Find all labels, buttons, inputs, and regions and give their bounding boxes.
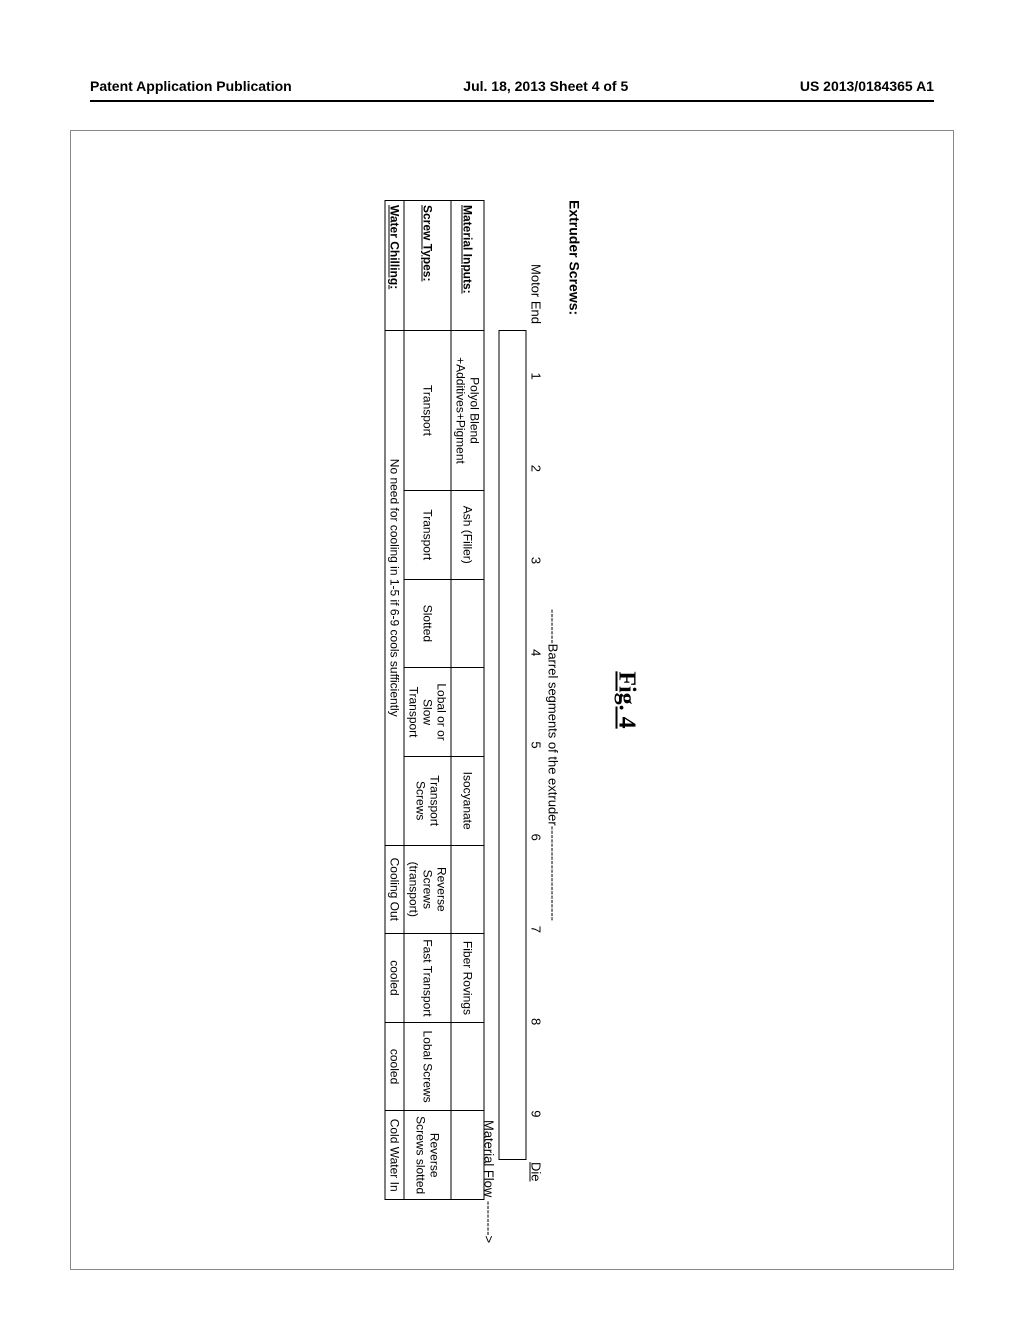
table-cell: Fast Transport [404, 934, 451, 1023]
extruder-table: Material Inputs: Polyol Blend +Additives… [385, 200, 485, 1200]
row-header: Screw Types: [404, 201, 451, 331]
table-cell-merged: No need for cooling in 1-5 if 6-9 cools … [385, 331, 404, 846]
table-cell: Reverse Screws slotted [404, 1111, 451, 1200]
table-cell [451, 1111, 484, 1200]
segment-num: 9 [527, 1068, 544, 1160]
table-cell: Lobal or or Slow Transport [404, 668, 451, 757]
segment-num: 1 [527, 330, 544, 422]
table-cell: Transport [404, 331, 451, 491]
table-cell [451, 668, 484, 757]
header-rule [90, 100, 934, 102]
table-cell: Isocyanate [451, 756, 484, 845]
figure-4: Fig. 4 Extruder Screws: --------Barrel s… [385, 200, 640, 1200]
header-right: US 2013/0184365 A1 [800, 78, 934, 94]
table-row: Water Chilling: No need for cooling in 1… [385, 201, 404, 1200]
table-cell: Fiber Rovings [451, 934, 484, 1023]
table-cell [451, 579, 484, 668]
segment-num: 5 [527, 699, 544, 791]
table-cell: Transport Screws [404, 756, 451, 845]
table-cell: cooled [385, 1022, 404, 1111]
table-cell: Lobal Screws [404, 1022, 451, 1111]
table-cell [451, 1022, 484, 1111]
segment-num: 7 [527, 883, 544, 975]
header-center: Jul. 18, 2013 Sheet 4 of 5 [463, 78, 628, 94]
segment-numbers-row: Motor End 1 2 3 4 5 6 7 8 9 Die [527, 200, 544, 1200]
segment-num: 3 [527, 514, 544, 606]
table-cell: Transport [404, 491, 451, 580]
section-title: Extruder Screws: [567, 200, 583, 1200]
table-cell: Polyol Blend +Additives+Pigment [451, 331, 484, 491]
row-header: Material Inputs: [451, 201, 484, 331]
row-header: Water Chilling: [385, 201, 404, 331]
material-flow-label: Material Flow --------> [482, 1120, 497, 1243]
table-cell: cooled [385, 934, 404, 1023]
table-cell: Cold Water In [385, 1111, 404, 1200]
table-row: Screw Types: Transport Transport Slotted… [404, 201, 451, 1200]
table-cell: Reverse Screws (transport) [404, 845, 451, 934]
page-header: Patent Application Publication Jul. 18, … [0, 78, 1024, 94]
barrel-segments-label: --------Barrel segments of the extruder-… [546, 330, 561, 1200]
table-cell: Slotted [404, 579, 451, 668]
table-cell: Ash (Filler) [451, 491, 484, 580]
motor-end-label: Motor End [527, 200, 544, 330]
table-cell [451, 845, 484, 934]
segment-num: 2 [527, 422, 544, 514]
table-cell: Cooling Out [385, 845, 404, 934]
segment-num: 4 [527, 607, 544, 699]
figure-label: Fig. 4 [613, 200, 640, 1200]
die-label: Die [527, 1160, 544, 1200]
header-left: Patent Application Publication [90, 78, 292, 94]
barrel-box [499, 330, 527, 1160]
segment-numbers: 1 2 3 4 5 6 7 8 9 [527, 330, 544, 1160]
table-row: Material Inputs: Polyol Blend +Additives… [451, 201, 484, 1200]
segment-num: 8 [527, 976, 544, 1068]
barrel-box-row: Material Flow --------> [499, 200, 527, 1200]
segment-num: 6 [527, 791, 544, 883]
